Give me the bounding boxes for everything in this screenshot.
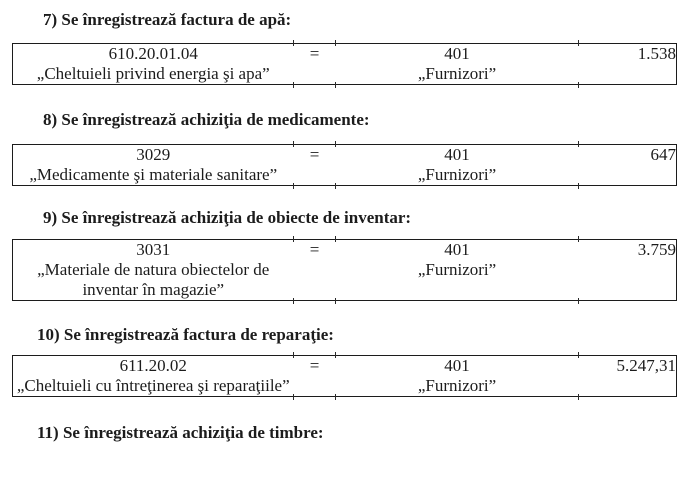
journal-entry-table-7: 610.20.01.04 = 401 1.538 „Cheltuieli pri… (12, 40, 677, 88)
empty-cell (579, 64, 677, 85)
entry-row-codes: 611.20.02 = 401 5.247,31 (13, 356, 677, 377)
column-divider-tick (335, 352, 336, 358)
column-divider-tick (578, 298, 579, 304)
entry-row-names: „Cheltuieli privind energia şi apa” „Fur… (13, 64, 677, 85)
empty-cell (294, 260, 336, 301)
entry-row-codes: 610.20.01.04 = 401 1.538 (13, 44, 677, 65)
column-divider-tick (578, 352, 579, 358)
debit-account-name: „Medicamente şi materiale sanitare” (29, 165, 278, 184)
accounting-document-page: 7) Se înregistrează factura de apă: 610.… (0, 10, 691, 481)
empty-cell (579, 376, 677, 397)
column-divider-tick (578, 183, 579, 189)
journal-entry: 3029 = 401 647 „Medicamente şi materiale… (12, 144, 677, 186)
column-divider-tick (335, 141, 336, 147)
credit-account-code: 401 (444, 145, 470, 164)
column-divider-tick (293, 394, 294, 400)
column-divider-tick (293, 40, 294, 46)
column-divider-tick (578, 236, 579, 242)
journal-entry-table-8: 3029 = 401 647 „Medicamente şi materiale… (12, 141, 677, 189)
debit-account-name: „Cheltuieli privind energia şi apa” (36, 64, 270, 83)
column-divider-tick (578, 394, 579, 400)
entry-heading-11: 11) Se înregistrează achiziţia de timbre… (37, 423, 324, 442)
entry-row-codes: 3031 = 401 3.759 (13, 240, 677, 261)
journal-entry-table-10: 611.20.02 = 401 5.247,31 „Cheltuieli cu … (12, 352, 677, 400)
debit-account-code: 3029 (136, 145, 171, 164)
empty-cell (294, 64, 336, 85)
credit-account-name: „Furnizori” (417, 376, 497, 395)
debit-account-code: 610.20.01.04 (108, 44, 198, 63)
column-divider-tick (335, 394, 336, 400)
equals-sign: = (309, 145, 320, 164)
column-divider-tick (335, 183, 336, 189)
column-divider-tick (293, 236, 294, 242)
column-divider-tick (293, 141, 294, 147)
debit-account-code: 611.20.02 (119, 356, 187, 375)
column-divider-tick (578, 82, 579, 88)
equals-sign: = (309, 44, 320, 63)
column-divider-tick (578, 40, 579, 46)
entry-amount: 3.759 (637, 240, 676, 259)
column-divider-tick (293, 352, 294, 358)
entry-amount: 647 (650, 145, 677, 164)
equals-sign: = (309, 356, 320, 375)
empty-cell (579, 165, 677, 186)
entry-heading-9: 9) Se înregistrează achiziţia de obiecte… (43, 208, 412, 227)
journal-entry: 3031 = 401 3.759 „Materiale de natura ob… (12, 239, 677, 301)
empty-cell (294, 376, 336, 397)
entry-row-codes: 3029 = 401 647 (13, 145, 677, 166)
credit-account-name: „Furnizori” (417, 64, 497, 83)
debit-account-code: 3031 (136, 240, 171, 259)
entry-amount: 5.247,31 (616, 356, 677, 375)
column-divider-tick (293, 82, 294, 88)
credit-account-code: 401 (444, 356, 470, 375)
entry-row-names: „Cheltuieli cu întreţinerea şi reparaţii… (13, 376, 677, 397)
column-divider-tick (335, 236, 336, 242)
column-divider-tick (335, 40, 336, 46)
column-divider-tick (335, 82, 336, 88)
journal-entry: 611.20.02 = 401 5.247,31 „Cheltuieli cu … (12, 355, 677, 397)
empty-cell (294, 165, 336, 186)
empty-cell (579, 260, 677, 301)
credit-account-name: „Furnizori” (417, 260, 497, 279)
entry-heading-10: 10) Se înregistrează factura de reparaţi… (37, 325, 334, 344)
entry-amount: 1.538 (637, 44, 676, 63)
column-divider-tick (293, 298, 294, 304)
column-divider-tick (335, 298, 336, 304)
credit-account-code: 401 (444, 240, 470, 259)
credit-account-code: 401 (444, 44, 470, 63)
column-divider-tick (293, 183, 294, 189)
entry-heading-8: 8) Se înregistrează achiziţia de medicam… (43, 110, 370, 129)
column-divider-tick (578, 141, 579, 147)
credit-account-name: „Furnizori” (417, 165, 497, 184)
journal-entry-table-9: 3031 = 401 3.759 „Materiale de natura ob… (12, 236, 677, 304)
debit-account-name: „Materiale de natura obiectelor de inven… (37, 260, 270, 299)
entry-row-names: „Materiale de natura obiectelor de inven… (13, 260, 677, 301)
journal-entry: 610.20.01.04 = 401 1.538 „Cheltuieli pri… (12, 43, 677, 85)
entry-row-names: „Medicamente şi materiale sanitare” „Fur… (13, 165, 677, 186)
equals-sign: = (309, 240, 320, 259)
debit-account-name: „Cheltuieli cu întreţinerea şi reparaţii… (16, 376, 290, 395)
entry-heading-7: 7) Se înregistrează factura de apă: (43, 10, 292, 29)
